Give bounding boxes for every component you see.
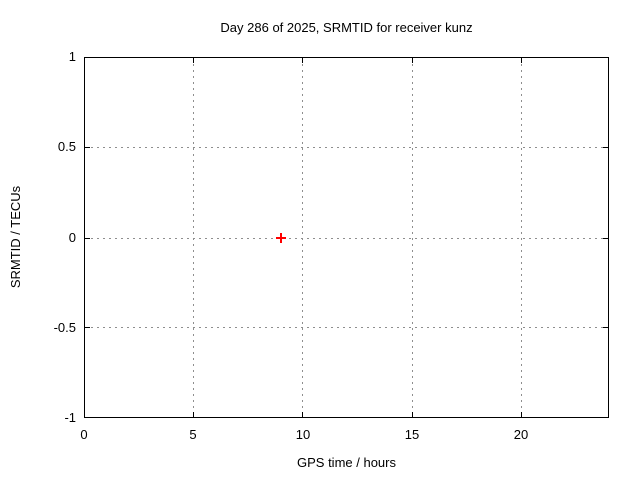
x-tick-label: 10 <box>295 427 311 442</box>
x-tick-label: 5 <box>189 427 197 442</box>
tick-mark <box>603 327 608 328</box>
y-tick-label: 1 <box>68 49 76 64</box>
tick-mark <box>521 58 522 63</box>
gridline-y-0 <box>85 238 608 239</box>
gridline-x-15 <box>412 58 413 417</box>
data-point-marker <box>276 233 286 243</box>
tick-mark <box>193 412 194 417</box>
y-tick-label: 0.5 <box>57 139 76 154</box>
tick-mark <box>521 412 522 417</box>
x-tick-label: 20 <box>513 427 529 442</box>
x-axis-label: GPS time / hours <box>297 455 396 470</box>
tick-mark <box>603 147 608 148</box>
gridline-x-5 <box>193 58 194 417</box>
tick-mark <box>412 412 413 417</box>
tick-mark <box>193 58 194 63</box>
tick-mark <box>85 238 90 239</box>
gridline-y-0.5 <box>85 147 608 148</box>
gridline-x-20 <box>521 58 522 417</box>
plus-icon <box>280 233 282 243</box>
x-tick-label: 0 <box>80 427 88 442</box>
y-tick-label: -1 <box>64 410 76 425</box>
tick-mark <box>302 58 303 63</box>
tick-mark <box>412 58 413 63</box>
y-tick-label: 0 <box>68 230 76 245</box>
gridline-x-10 <box>302 58 303 417</box>
tick-mark <box>85 327 90 328</box>
y-tick-label: -0.5 <box>53 320 76 335</box>
gridline-y--0.5 <box>85 327 608 328</box>
plot-area <box>84 57 609 418</box>
x-tick-label: 15 <box>404 427 420 442</box>
chart-title: Day 286 of 2025, SRMTID for receiver kun… <box>220 20 473 35</box>
tick-mark <box>603 238 608 239</box>
tick-mark <box>85 147 90 148</box>
tick-mark <box>302 412 303 417</box>
